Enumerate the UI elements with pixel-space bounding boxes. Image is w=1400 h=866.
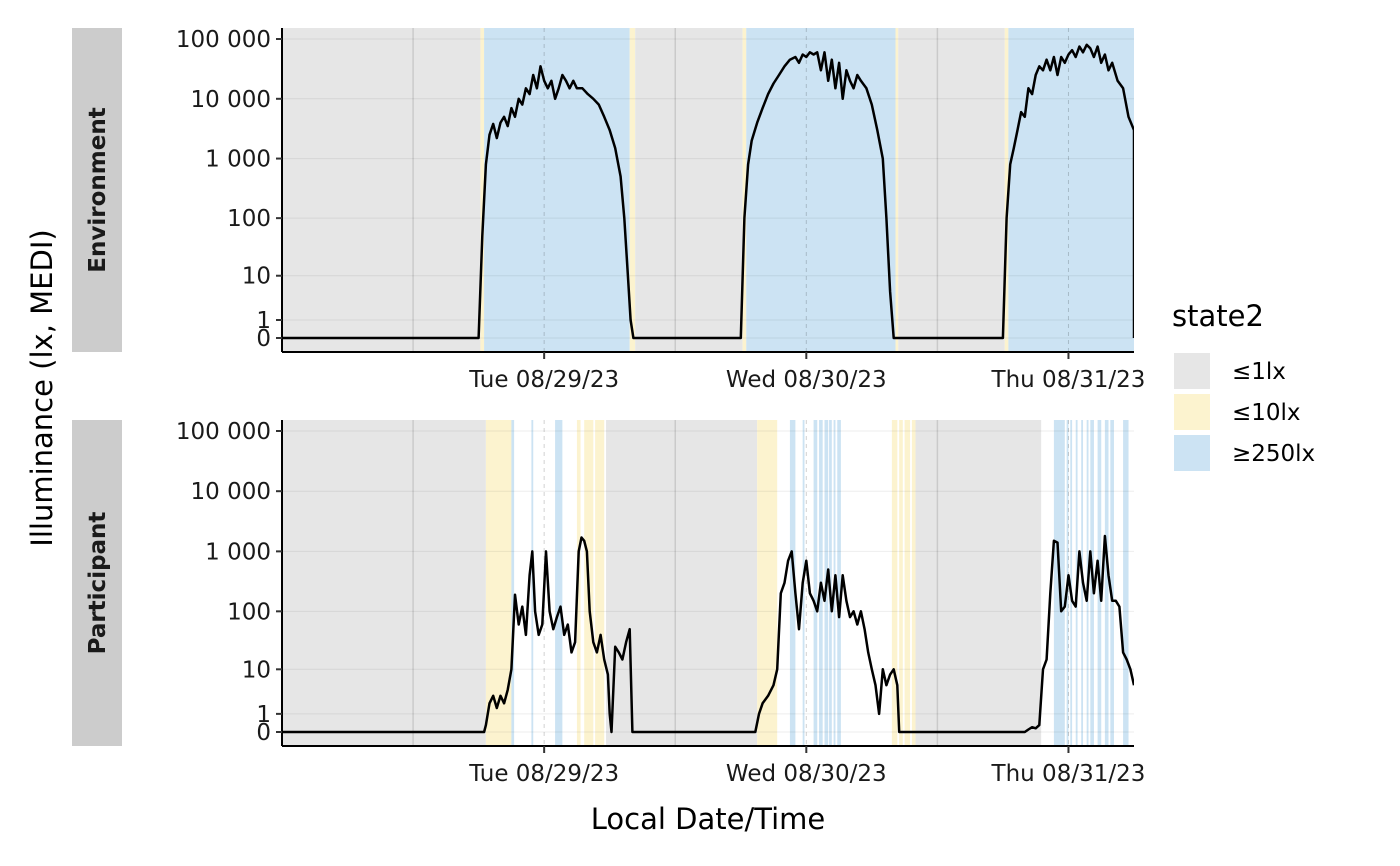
y-tick-label: 100 — [227, 206, 271, 232]
state-band-dim — [911, 420, 916, 746]
state-band-dim — [1154, 28, 1161, 352]
legend-label-bright: ≥250lx — [1232, 441, 1315, 467]
legend-key-dark — [1174, 353, 1210, 389]
state-band-dark — [635, 28, 743, 352]
y-tick-label: 10 — [242, 657, 271, 683]
state-band-bright — [789, 420, 796, 746]
state-band-bright — [837, 420, 841, 746]
legend-key-bright — [1174, 435, 1210, 471]
y-tick-label: 10 — [242, 264, 271, 290]
x-tick-label: Tue 08/29/23 — [468, 761, 619, 787]
y-tick-label: 1 000 — [205, 147, 271, 173]
x-tick-label: Tue 08/29/23 — [468, 367, 619, 393]
state-band-dim — [480, 28, 485, 352]
x-tick-label: Wed 08/30/23 — [726, 761, 887, 787]
y-tick-label: 1 000 — [205, 539, 271, 565]
state-band-dim — [742, 28, 747, 352]
state-band-dim — [904, 420, 911, 746]
x-axis-title: Local Date/Time — [591, 802, 825, 836]
y-tick-label: 10 000 — [191, 87, 271, 113]
y-tick-label: 100 000 — [176, 27, 271, 53]
x-tick-label: Wed 08/30/23 — [726, 367, 887, 393]
illuminance-line — [282, 534, 1134, 734]
x-tick-label: Thu 08/31/23 — [991, 367, 1146, 393]
state-band-dark — [915, 420, 1042, 746]
y-tick-label: 0 — [256, 326, 271, 352]
panel-participant: 01 10 100 1 000 10 000 100 000 Tue 08/29/23 Wed… — [72, 419, 1149, 787]
legend: state2 ≤1lx ≤10lx ≥250lx — [1172, 299, 1315, 471]
state-bands — [282, 28, 1161, 352]
illuminance-line — [282, 43, 1134, 340]
legend-label-dim: ≤10lx — [1232, 400, 1301, 426]
y-axis-title: Illuminance (lx, MEDI) — [25, 229, 59, 546]
x-tick-label: Thu 08/31/23 — [991, 761, 1146, 787]
panel-environment: 01 10 100 1 000 10 000 100 000 Tue 08/29/23 Wed… — [72, 27, 1161, 393]
state-band-bright — [555, 420, 563, 746]
state-band-dim — [891, 420, 898, 746]
y-tick-label: 100 — [227, 599, 271, 625]
state-band-dim — [895, 28, 899, 352]
state-band-bright — [1070, 420, 1073, 746]
state-band-dark — [282, 28, 481, 352]
state-band-dark — [898, 28, 1005, 352]
state-band-bright — [511, 420, 515, 746]
state-band-dark — [606, 420, 758, 746]
strip-label: Environment — [85, 107, 111, 272]
state-band-dark — [282, 420, 486, 746]
state-band-dim — [629, 28, 636, 352]
state-band-bright — [484, 28, 630, 352]
strip-background — [72, 28, 122, 352]
state-band-bright — [1104, 420, 1109, 746]
state-band-bright — [813, 420, 818, 746]
state-band-bright — [531, 420, 534, 746]
y-tick-label: 1 — [256, 308, 271, 334]
state-band-bright — [1110, 420, 1114, 746]
state-band-bright — [1123, 420, 1129, 746]
strip-label: Participant — [85, 512, 111, 655]
y-tick-label: 10 000 — [191, 479, 271, 505]
legend-label-dark: ≤1lx — [1232, 359, 1286, 385]
state-band-bright — [1008, 28, 1134, 352]
state-band-dim — [899, 420, 903, 746]
state-band-bright — [746, 28, 896, 352]
legend-title: state2 — [1172, 299, 1264, 333]
y-tick-label: 100 000 — [176, 419, 271, 445]
state-band-bright — [1145, 420, 1149, 746]
y-tick-label: 1 — [256, 702, 271, 728]
state-band-dim — [757, 420, 778, 746]
strip-background — [72, 420, 122, 746]
legend-key-dim — [1174, 394, 1210, 430]
state-band-dim — [595, 420, 605, 746]
state-band-dim — [485, 420, 512, 746]
y-tick-label: 0 — [256, 720, 271, 746]
state-band-dim — [576, 420, 581, 746]
state-band-dim — [1004, 28, 1009, 352]
